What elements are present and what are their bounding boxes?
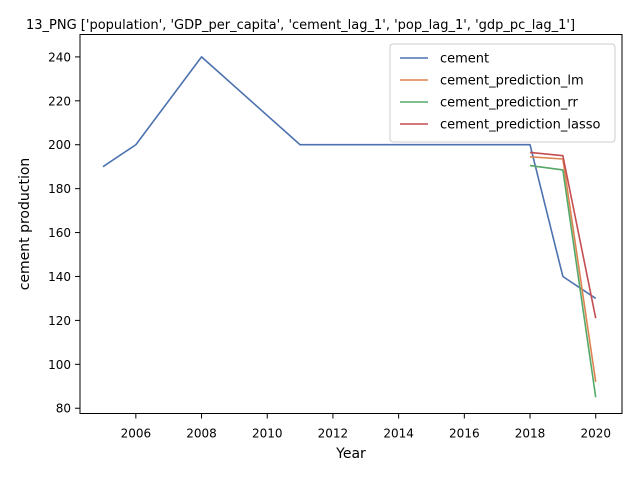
chart-title: 13_PNG ['population', 'GDP_per_capita', …	[26, 18, 575, 33]
y-tick-label: 100	[48, 358, 71, 372]
y-axis-label: cement production	[17, 158, 33, 291]
x-tick-label: 2006	[121, 427, 152, 441]
x-axis-label: Year	[335, 446, 366, 462]
series-line-cement	[102, 56, 597, 300]
x-tick-label: 2008	[186, 427, 217, 441]
legend-label: cement_prediction_lm	[440, 74, 584, 89]
legend-box	[389, 43, 616, 143]
y-tick-label: 80	[56, 402, 71, 416]
x-tick-label: 2018	[515, 427, 546, 441]
x-tick-label: 2020	[580, 427, 611, 441]
x-tick-label: 2016	[449, 427, 480, 441]
series-lines	[102, 56, 597, 398]
y-tick-label: 220	[48, 94, 71, 108]
series-line-cement_prediction_lasso	[529, 151, 597, 319]
y-tick-label: 140	[48, 270, 71, 284]
y-tick-label: 120	[48, 314, 71, 328]
x-axis: 2006 2008 2010 2012 2014 2016 2018 2020	[121, 413, 611, 441]
legend-label: cement_prediction_lasso	[440, 118, 600, 133]
axes-frame	[79, 34, 623, 414]
y-tick-label: 200	[48, 138, 71, 152]
x-tick-label: 2012	[318, 427, 349, 441]
y-tick-label: 240	[48, 50, 71, 64]
y-tick-label: 180	[48, 182, 71, 196]
x-tick-label: 2010	[252, 427, 283, 441]
x-tick-label: 2014	[383, 427, 414, 441]
legend: cement cement_prediction_lm cement_predict…	[389, 43, 616, 143]
y-axis: 80 100 120 140 160 180 200 220 240	[48, 50, 80, 416]
y-tick-label: 160	[48, 226, 71, 240]
legend-label: cement	[440, 52, 489, 67]
series-line-cement_prediction_rr	[529, 164, 597, 398]
legend-label: cement_prediction_rr	[440, 96, 578, 111]
